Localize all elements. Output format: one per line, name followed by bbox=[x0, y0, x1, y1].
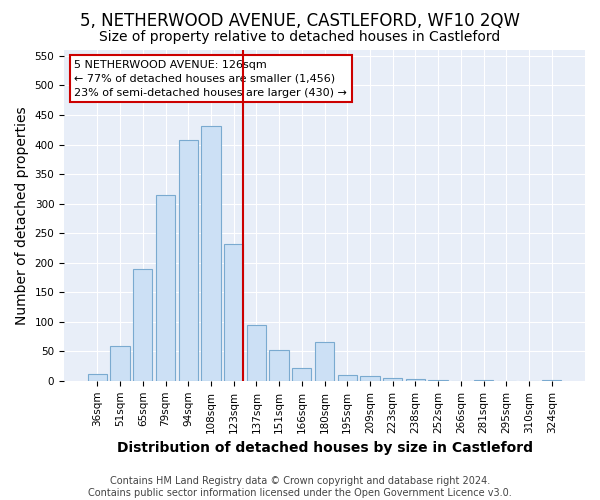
Bar bbox=[428, 380, 448, 381]
Bar bbox=[360, 376, 380, 381]
Bar bbox=[110, 346, 130, 381]
Bar bbox=[315, 342, 334, 381]
Bar bbox=[269, 350, 289, 381]
Bar bbox=[88, 374, 107, 381]
Bar bbox=[406, 379, 425, 381]
Text: Size of property relative to detached houses in Castleford: Size of property relative to detached ho… bbox=[100, 30, 500, 44]
Bar bbox=[474, 380, 493, 381]
Bar bbox=[338, 375, 357, 381]
Bar bbox=[201, 126, 221, 381]
Bar bbox=[542, 380, 562, 381]
X-axis label: Distribution of detached houses by size in Castleford: Distribution of detached houses by size … bbox=[116, 441, 533, 455]
Bar bbox=[383, 378, 403, 381]
Bar bbox=[179, 140, 198, 381]
Bar bbox=[156, 196, 175, 381]
Bar bbox=[292, 368, 311, 381]
Text: 5, NETHERWOOD AVENUE, CASTLEFORD, WF10 2QW: 5, NETHERWOOD AVENUE, CASTLEFORD, WF10 2… bbox=[80, 12, 520, 30]
Bar bbox=[224, 244, 244, 381]
Bar bbox=[133, 268, 152, 381]
Y-axis label: Number of detached properties: Number of detached properties bbox=[15, 106, 29, 324]
Text: Contains HM Land Registry data © Crown copyright and database right 2024.
Contai: Contains HM Land Registry data © Crown c… bbox=[88, 476, 512, 498]
Bar bbox=[247, 326, 266, 381]
Text: 5 NETHERWOOD AVENUE: 126sqm
← 77% of detached houses are smaller (1,456)
23% of : 5 NETHERWOOD AVENUE: 126sqm ← 77% of det… bbox=[74, 60, 347, 98]
